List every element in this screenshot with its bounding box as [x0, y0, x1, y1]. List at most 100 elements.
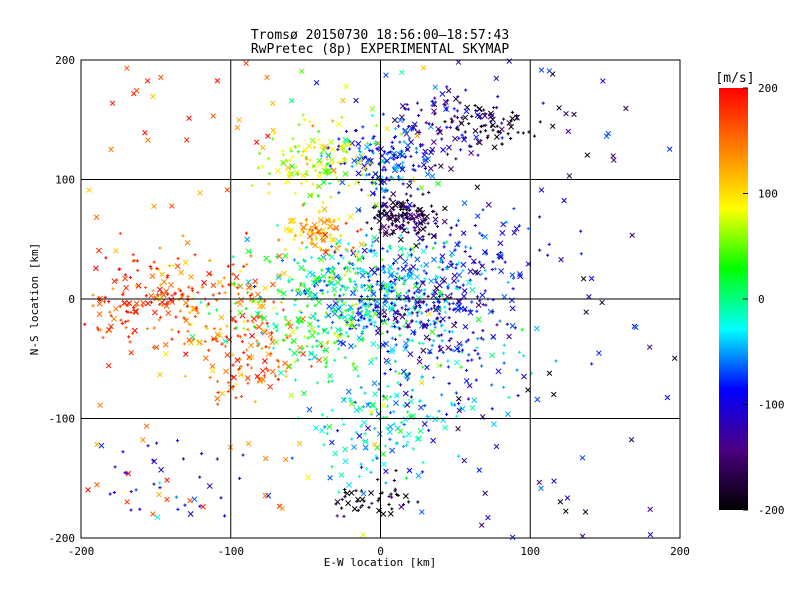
plus-point	[371, 240, 375, 244]
plus-point	[211, 293, 215, 297]
cross-point	[382, 201, 389, 208]
plus-point	[305, 222, 309, 227]
plus-point	[483, 129, 488, 133]
plus-point	[333, 250, 337, 254]
cross-point	[360, 532, 366, 538]
cross-point	[216, 279, 223, 286]
plus-point	[385, 152, 389, 156]
plus-point	[326, 146, 330, 150]
cross-point	[383, 340, 389, 347]
plus-point	[383, 150, 387, 154]
plus-point	[443, 103, 447, 107]
plus-point	[448, 307, 452, 311]
cross-point	[342, 314, 348, 320]
plus-point	[281, 338, 285, 342]
cross-point	[276, 253, 283, 260]
cross-point	[360, 490, 367, 497]
plus-point	[222, 514, 227, 518]
plus-point	[416, 231, 420, 235]
plus-point	[511, 276, 515, 280]
plus-point	[364, 270, 369, 275]
cross-point	[339, 179, 346, 186]
plus-point	[277, 238, 281, 242]
plus-point	[370, 149, 374, 153]
cross-point	[329, 146, 336, 153]
plus-point	[375, 279, 380, 284]
plus-point	[338, 316, 342, 320]
plus-point	[251, 299, 255, 303]
cross-point	[319, 427, 326, 434]
plus-point	[390, 336, 394, 340]
cross-point	[525, 387, 531, 393]
cross-point	[201, 279, 208, 286]
cross-point	[646, 344, 653, 350]
plus-point	[338, 288, 343, 292]
cross-point	[546, 68, 553, 74]
cross-point	[563, 508, 569, 514]
plus-point	[216, 390, 220, 395]
plus-point	[369, 470, 373, 474]
cross-point	[269, 281, 276, 288]
plus-point	[272, 300, 276, 304]
plus-point	[158, 485, 162, 490]
plus-point	[433, 277, 438, 281]
plus-point	[330, 465, 334, 469]
plus-point	[402, 435, 406, 439]
plus-point	[474, 378, 478, 382]
cross-point	[113, 247, 119, 254]
plus-point	[235, 286, 239, 290]
cross-point	[459, 405, 466, 412]
cross-point	[475, 302, 482, 309]
cross-point	[356, 432, 363, 439]
plus-point	[453, 114, 457, 118]
cross-point	[265, 133, 271, 139]
plus-point	[308, 357, 312, 362]
plus-point	[415, 289, 419, 293]
plus-point	[429, 322, 433, 326]
plus-point	[367, 304, 371, 308]
cross-point	[354, 179, 360, 186]
cross-point	[269, 368, 276, 375]
plus-point	[365, 467, 369, 471]
cross-point	[393, 400, 399, 406]
cross-point	[355, 170, 362, 177]
plus-point	[403, 155, 408, 159]
cross-point	[186, 337, 193, 343]
plus-point	[332, 218, 336, 222]
plus-point	[417, 221, 421, 225]
cross-point	[382, 283, 388, 289]
plus-point	[305, 344, 309, 348]
plus-point	[340, 497, 344, 502]
cross-point	[244, 375, 251, 381]
cross-point	[403, 340, 409, 347]
plus-point	[502, 343, 506, 347]
plus-point	[320, 413, 324, 417]
cross-point	[309, 332, 316, 339]
plus-point	[157, 268, 161, 272]
plus-point	[441, 260, 445, 264]
plus-point	[346, 242, 351, 246]
plus-point	[336, 217, 341, 221]
plus-point	[475, 309, 479, 313]
cross-point	[330, 304, 336, 311]
plus-point	[444, 412, 449, 416]
plus-point	[395, 394, 399, 398]
plus-point	[414, 281, 418, 285]
cross-point	[479, 292, 486, 299]
plus-point	[420, 311, 424, 315]
cross-point	[565, 128, 572, 135]
plus-point	[421, 143, 425, 147]
plus-point	[342, 149, 346, 153]
plus-point	[298, 247, 302, 251]
plus-point	[351, 292, 356, 296]
plus-point	[350, 164, 354, 168]
plus-point	[405, 319, 409, 323]
plus-point	[554, 359, 558, 363]
plus-point	[326, 162, 330, 166]
plus-point	[290, 288, 294, 292]
plus-point	[295, 326, 299, 330]
cross-point	[428, 149, 435, 156]
cross-point	[86, 187, 92, 193]
